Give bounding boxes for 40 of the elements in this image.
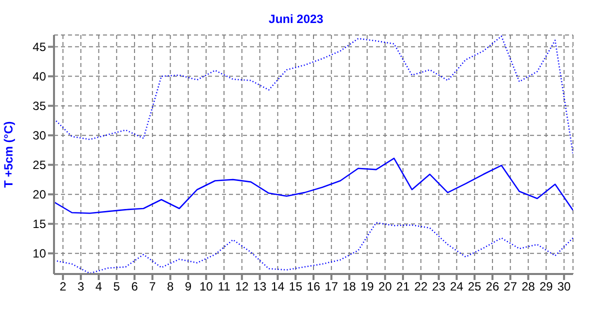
chart-title: Juni 2023: [268, 12, 324, 26]
y-tick-label: 15: [32, 217, 46, 232]
x-tick-label: 29: [539, 280, 554, 294]
x-tick-label: 28: [522, 280, 536, 294]
x-tick-label: 7: [149, 280, 156, 294]
x-tick-label: 26: [486, 280, 500, 294]
y-tick-label: 40: [32, 70, 46, 84]
x-tick-label: 27: [504, 280, 518, 294]
x-tick-label: 24: [450, 280, 464, 294]
y-tick-label: 20: [32, 188, 46, 202]
x-tick-label: 15: [288, 280, 303, 294]
y-tick-label: 45: [32, 40, 46, 54]
x-tick-label: 11: [218, 280, 231, 294]
x-tick-label: 25: [468, 280, 482, 294]
y-tick-label: 35: [32, 99, 46, 114]
x-tick-label: 13: [253, 280, 267, 294]
x-tick-label: 14: [271, 280, 285, 294]
x-tick-label: 10: [199, 280, 214, 294]
x-tick-label: 6: [131, 280, 138, 294]
line-series: [54, 158, 573, 214]
y-tick-label: 30: [32, 128, 46, 143]
x-tick-label: 17: [324, 280, 338, 294]
y-tick-label: 10: [32, 246, 46, 261]
x-tick-label: 18: [342, 280, 356, 294]
x-tick-label: 5: [113, 280, 120, 294]
x-tick-label: 3: [78, 280, 84, 294]
x-tick-label: 9: [184, 280, 192, 294]
x-tick-label: 4: [95, 280, 102, 294]
y-tick-label: 25: [32, 158, 46, 172]
x-tick-label: 21: [396, 280, 410, 294]
x-tick-label: 16: [306, 280, 320, 294]
x-tick-label: 19: [360, 280, 374, 294]
x-tick-label: 20: [378, 280, 392, 294]
x-tick-label: 12: [235, 280, 249, 294]
x-tick-label: 23: [432, 280, 446, 294]
x-tick-label: 2: [60, 280, 67, 294]
x-tick-label: 22: [414, 280, 428, 294]
y-axis-title: T +5cm (°C): [1, 121, 16, 188]
x-tick-label: 8: [166, 280, 174, 294]
x-tick-label: 30: [557, 280, 572, 294]
